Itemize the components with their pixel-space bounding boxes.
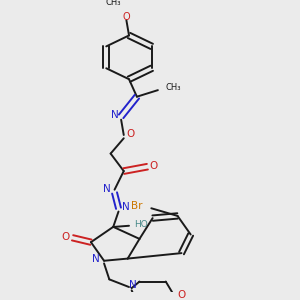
Text: O: O (123, 12, 130, 22)
Text: Br: Br (130, 201, 142, 211)
Text: O: O (150, 160, 158, 171)
Text: CH₃: CH₃ (166, 83, 181, 92)
Text: O: O (62, 232, 70, 242)
Text: N: N (111, 110, 119, 120)
Text: O: O (177, 290, 186, 300)
Text: CH₃: CH₃ (106, 0, 121, 7)
Text: N: N (129, 280, 137, 290)
Text: HO: HO (134, 220, 148, 229)
Text: N: N (92, 254, 100, 264)
Text: O: O (126, 129, 134, 139)
Text: N: N (122, 202, 130, 212)
Text: N: N (103, 184, 111, 194)
